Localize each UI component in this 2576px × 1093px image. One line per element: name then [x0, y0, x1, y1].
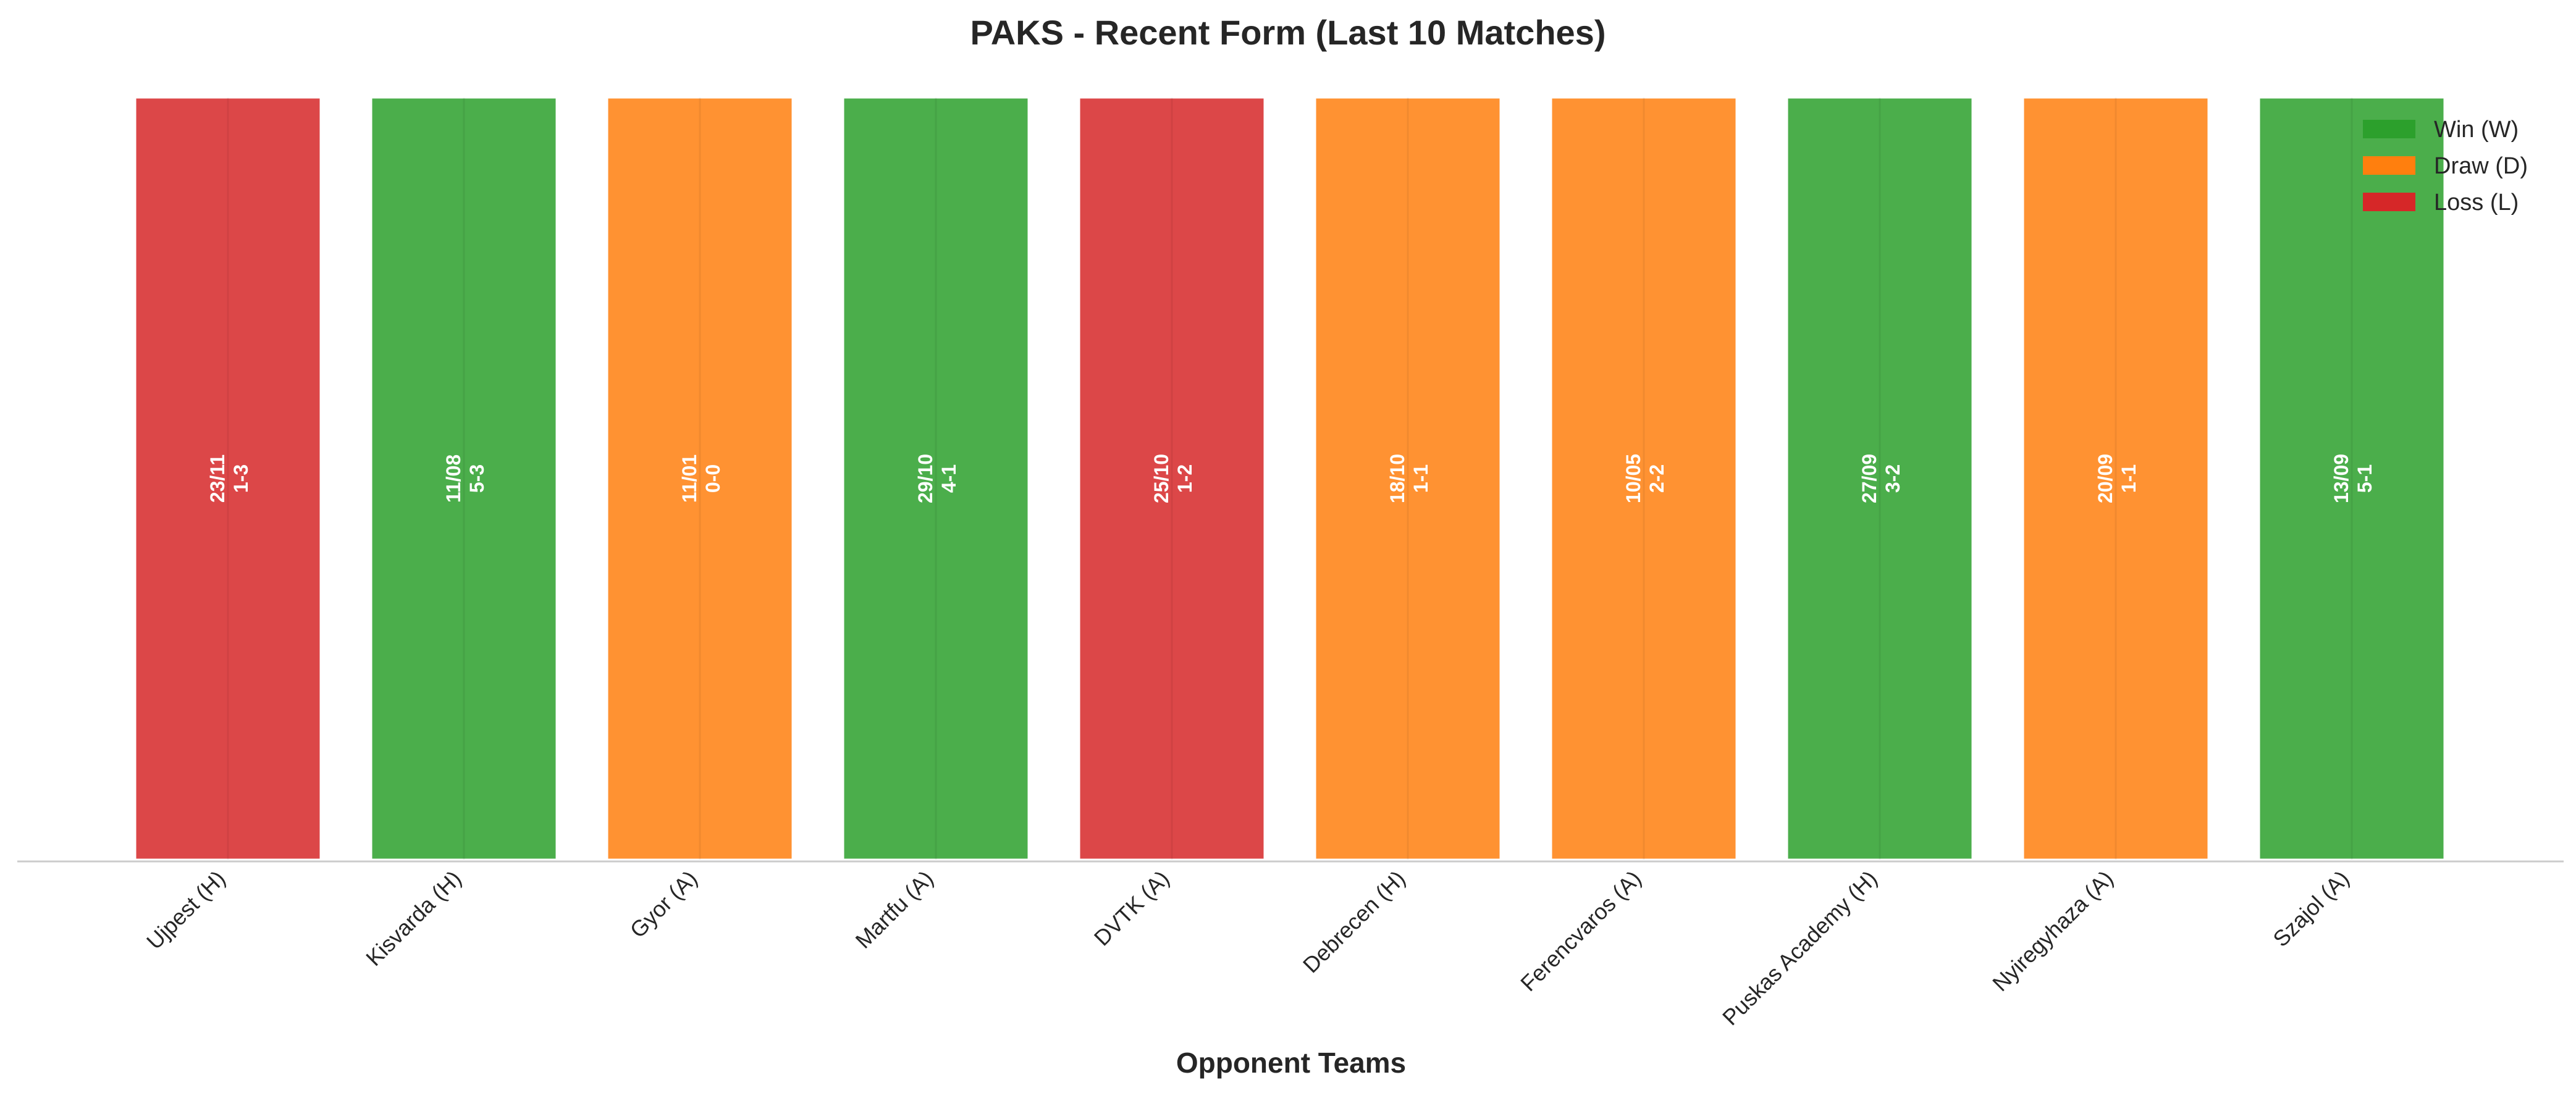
bar-label-score: 5-1 [2354, 464, 2376, 493]
bar-label: 11/010-0 [678, 454, 724, 503]
bar-label-date: 20/09 [2094, 454, 2116, 503]
bar-label-score: 1-1 [2118, 464, 2140, 493]
bar-label-date: 29/10 [914, 454, 937, 503]
legend-swatch [2363, 156, 2415, 175]
bar-label: 27/093-2 [1858, 454, 1904, 503]
bar [1314, 96, 1502, 861]
x-axis-label: Opponent Teams [1176, 1047, 1406, 1079]
bar-label: 18/101-1 [1386, 454, 1432, 503]
x-tick-label: Ujpest (H) [141, 866, 230, 955]
bar [842, 96, 1030, 861]
bar-label-score: 0-0 [702, 464, 724, 493]
bar [370, 96, 558, 861]
bar-label-date: 27/09 [1858, 454, 1880, 503]
x-tick-label: Kisvarda (H) [361, 866, 466, 971]
legend-swatch [2363, 193, 2415, 211]
bar-label-date: 11/01 [678, 454, 701, 503]
x-tick-label: Nyiregyhaza (A) [1987, 866, 2118, 996]
bar-label-date: 23/11 [206, 454, 229, 503]
bar-label-date: 25/10 [1150, 454, 1172, 503]
bar-label-score: 1-2 [1174, 464, 1196, 493]
x-tick-label: Martfu (A) [851, 866, 938, 953]
bar [1078, 96, 1266, 861]
bar-label-date: 18/10 [1386, 454, 1408, 503]
bar-label: 23/111-3 [206, 454, 252, 503]
bar-label-score: 3-2 [1882, 464, 1904, 493]
x-tick-label: Ferencvaros (A) [1515, 866, 1646, 996]
bar [134, 96, 322, 861]
x-tick-label: Debrecen (H) [1298, 866, 1410, 978]
bar-label: 11/085-3 [442, 454, 488, 503]
bar-label-score: 2-2 [1646, 464, 1668, 493]
bar-label-score: 5-3 [466, 464, 488, 493]
bar [2258, 96, 2446, 861]
x-tick-label: Puskas Academy (H) [1717, 866, 1882, 1031]
bar [606, 96, 794, 861]
x-tick-label: Szajol (A) [2268, 866, 2354, 952]
x-tick-label: DVTK (A) [1089, 866, 1174, 951]
bar-label: 20/091-1 [2094, 454, 2140, 503]
legend-swatch [2363, 120, 2415, 138]
bar-label-score: 1-1 [1410, 464, 1432, 493]
bar [1786, 96, 1974, 861]
bar-label-score: 1-3 [230, 464, 252, 493]
legend-item: Draw (D) [2434, 153, 2528, 179]
bar-label-score: 4-1 [938, 464, 960, 493]
bar-label-date: 11/08 [442, 454, 465, 503]
bar-label: 13/095-1 [2330, 454, 2376, 503]
legend-item: Loss (L) [2434, 190, 2519, 216]
bar [2022, 96, 2210, 861]
chart-title: PAKS - Recent Form (Last 10 Matches) [970, 13, 1606, 52]
bar [1550, 96, 1738, 861]
bar-label: 29/104-1 [914, 454, 960, 503]
x-tick-label: Gyor (A) [625, 866, 702, 943]
bar-label: 10/052-2 [1622, 454, 1668, 503]
bar-label-date: 13/09 [2330, 454, 2352, 503]
legend: Win (W) Draw (D) Loss (L) [2363, 117, 2528, 216]
bar-label: 25/101-2 [1150, 454, 1196, 503]
legend-item: Win (W) [2434, 117, 2519, 143]
bar-label-date: 10/05 [1622, 454, 1644, 503]
x-tick-labels: Ujpest (H) Kisvarda (H) Gyor (A) Martfu (A)… [141, 866, 2354, 1031]
bars-group: 23/111-3 11/085-3 11/010-0 29/104-1 25/101-2… [134, 96, 2446, 861]
